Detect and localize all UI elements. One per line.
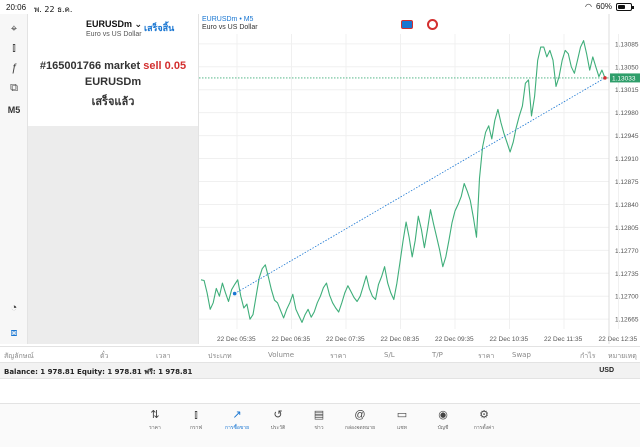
one-click-trading-icon[interactable] <box>401 20 413 29</box>
balance-currency: USD <box>599 367 614 374</box>
chat-icon: ▭ <box>396 409 408 421</box>
tab-chat[interactable]: ▭ แชท <box>382 408 422 432</box>
x-tick-label: 22 Dec 10:35 <box>490 336 529 343</box>
y-tick-label: 1.12910 <box>615 156 639 163</box>
x-tick-label: 22 Dec 06:35 <box>272 336 311 343</box>
y-tick-label: 1.13050 <box>615 64 639 71</box>
col-sl[interactable]: S/L <box>384 351 395 359</box>
col-ticket[interactable]: ตั๋ว <box>100 352 109 360</box>
trade-entry-marker <box>232 291 237 296</box>
mailbox-icon: @ <box>354 409 366 421</box>
y-tick-label: 1.12770 <box>615 248 639 255</box>
x-tick-label: 22 Dec 07:35 <box>326 336 365 343</box>
col-symbol[interactable]: สัญลักษณ์ <box>4 352 34 360</box>
col-tp[interactable]: T/P <box>432 351 443 359</box>
price-chart[interactable]: 1.13085 1.13050 1.13015 1.12980 1.12945 1.129… <box>198 14 640 344</box>
news-icon: ▤ <box>313 409 325 421</box>
col-current-price[interactable]: ราคา <box>478 352 495 360</box>
y-tick-label: 1.12700 <box>615 294 639 301</box>
account-icon: ◉ <box>438 409 448 421</box>
balance-text: Balance: 1 978.81 Equity: 1 978.81 ฟรี: … <box>4 368 193 376</box>
y-tick-label: 1.12840 <box>615 202 639 209</box>
battery-icon <box>616 2 634 11</box>
col-comment[interactable]: หมายเหตุ <box>608 352 637 360</box>
chart-icon: ⫾ <box>194 409 198 421</box>
battery-percent: 60% <box>595 2 612 11</box>
chart-toolbar: ⌖ ⫾ ƒ ⧉ M5 ◔ ⧈ <box>0 14 28 344</box>
col-type[interactable]: ประเภท <box>208 352 232 360</box>
current-price-tag <box>610 73 640 83</box>
y-tick-label: 1.12945 <box>615 133 639 140</box>
col-swap[interactable]: Swap <box>512 351 531 359</box>
tab-settings[interactable]: ⚙ การตั้งค่า <box>464 408 504 432</box>
status-right: ◠ 60% <box>585 2 634 11</box>
price-series-line <box>200 40 606 323</box>
col-time[interactable]: เวลา <box>156 352 171 360</box>
order-result-panel: EURUSDm ⌄ Euro vs US Dollar เสร็จสิ้น #1… <box>28 14 198 126</box>
status-date: พ. 22 ธ.ค. <box>34 5 73 14</box>
wifi-icon: ◠ <box>585 2 592 11</box>
tab-news[interactable]: ▤ ข่าว <box>299 408 339 432</box>
y-tick-label: 1.12980 <box>615 110 639 117</box>
bottom-tab-bar: ⇅ ราคา ⫾ กราฟ ↗ การซื้อขาย ↺ ประวัติ ▤ ข่าว @… <box>0 403 640 447</box>
chart-symbol-description: Euro vs US Dollar <box>202 24 258 31</box>
indicator-panel-icon[interactable]: ⧈ <box>10 326 18 339</box>
trade-mode-icon[interactable]: ◔ <box>10 302 18 314</box>
trade-exit-marker <box>603 76 607 80</box>
x-tick-label: 22 Dec 05:35 <box>217 336 256 343</box>
trade-table-header: สัญลักษณ์ ตั๋ว เวลา ประเภท Volume ราคา S… <box>0 346 640 363</box>
x-tick-label: 22 Dec 08:35 <box>381 336 420 343</box>
signal-icon[interactable] <box>427 19 438 30</box>
trade-connector-line <box>234 77 606 294</box>
timeframe-button[interactable]: M5 <box>7 105 21 115</box>
history-icon: ↺ <box>273 409 283 421</box>
symbol-description: Euro vs US Dollar <box>86 31 142 38</box>
y-tick-label: 1.12805 <box>615 225 639 232</box>
col-volume[interactable]: Volume <box>268 351 295 359</box>
tab-quotes[interactable]: ⇅ ราคา <box>135 408 175 432</box>
price-chart-svg[interactable]: 1.13085 1.13050 1.13015 1.12980 1.12945 1.129… <box>199 14 640 344</box>
tab-mailbox[interactable]: @ กล่องจดหมาย <box>340 408 380 432</box>
x-tick-label: 22 Dec 09:35 <box>435 336 474 343</box>
col-price[interactable]: ราคา <box>330 352 347 360</box>
order-panel-background <box>28 126 198 344</box>
order-action: sell 0.05 <box>143 60 187 72</box>
settings-icon: ⚙ <box>479 409 489 421</box>
tab-history[interactable]: ↺ ประวัติ <box>258 408 298 432</box>
chevron-down-icon: ⌄ <box>134 19 143 29</box>
order-ticket: #165001766 market <box>39 60 141 72</box>
quotes-icon: ⇅ <box>150 409 160 421</box>
y-tick-label: 1.13015 <box>615 87 639 94</box>
order-status: เสร็จแล้ว <box>91 95 135 108</box>
order-symbol: EURUSDm <box>84 76 142 88</box>
y-tick-label: 1.12875 <box>615 179 639 186</box>
y-tick-label: 1.12735 <box>615 271 639 278</box>
function-icon[interactable]: ƒ <box>10 62 18 74</box>
status-time: 20:06 <box>6 3 27 12</box>
balance-bar: Balance: 1 978.81 Equity: 1 978.81 ฟรี: … <box>0 363 640 379</box>
candles-icon[interactable]: ⫾ <box>12 41 16 54</box>
chart-symbol: EURUSDm • M5 <box>202 16 254 23</box>
x-tick-label: 22 Dec 12:35 <box>599 336 638 343</box>
tab-account[interactable]: ◉ บัญชี <box>423 408 463 432</box>
order-ticket-line: #165001766 market sell 0.05 <box>28 60 198 72</box>
crosshair-icon[interactable]: ⌖ <box>10 22 18 35</box>
y-tick-label: 1.13085 <box>615 41 639 48</box>
col-profit[interactable]: กำไร <box>580 352 596 360</box>
objects-icon[interactable]: ⧉ <box>10 81 18 94</box>
tab-chart[interactable]: ⫾ กราฟ <box>176 408 216 432</box>
x-tick-label: 22 Dec 11:35 <box>544 336 583 343</box>
done-button[interactable]: เสร็จสิ้น <box>144 24 175 34</box>
current-price-label: 1.13033 <box>612 75 636 82</box>
status-bar: 20:06 พ. 22 ธ.ค. ◠ 60% <box>0 0 640 14</box>
y-tick-label: 1.12665 <box>615 317 639 324</box>
trade-icon: ↗ <box>232 409 242 421</box>
tab-trade[interactable]: ↗ การซื้อขาย <box>217 408 257 432</box>
symbol-selector[interactable]: EURUSDm ⌄ <box>86 19 143 29</box>
